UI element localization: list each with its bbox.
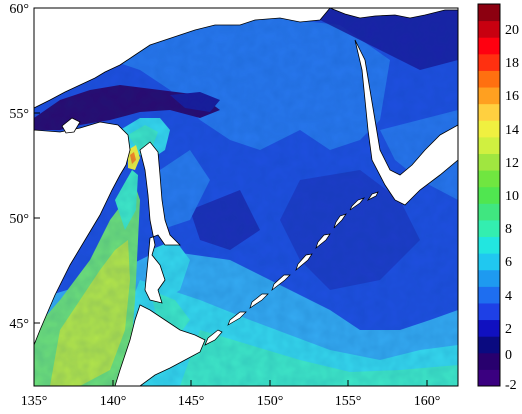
- land-mainland-west: [34, 121, 131, 346]
- colorbar-label-18: 18: [505, 56, 519, 71]
- colorbar-label-14: 14: [505, 123, 519, 138]
- colorbar-label-10: 10: [505, 189, 519, 204]
- colorbar-swatch: [478, 103, 500, 121]
- colorbar-label-0: 0: [505, 348, 512, 363]
- land-magadan: [329, 8, 458, 19]
- colorbar: 20 18 16 14 12 10 8 6 4 2 0 -2: [477, 3, 519, 393]
- colorbar-swatch: [478, 136, 500, 154]
- colorbar-swatch: [478, 120, 500, 138]
- colorbar-swatch: [478, 53, 500, 71]
- colorbar-label-12: 12: [505, 156, 519, 171]
- colorbar-border: [477, 3, 501, 387]
- lon-label-135: 135°: [21, 394, 48, 409]
- land-shantar-islands: [61, 117, 81, 134]
- lon-label-155: 155°: [335, 394, 362, 409]
- colorbar-swatch: [478, 319, 500, 337]
- colorbar-swatch: [478, 186, 500, 204]
- colorbar-swatch: [478, 203, 500, 221]
- colorbar-swatch: [478, 336, 500, 354]
- lat-axis: 60° 55° 50° 45°: [9, 2, 40, 332]
- lon-label-140: 140°: [100, 394, 127, 409]
- colorbar-label-8: 8: [505, 222, 512, 237]
- land-sakhalin: [139, 141, 181, 304]
- lat-label-50: 50°: [9, 212, 29, 227]
- colorbar-swatch: [478, 153, 500, 171]
- colorbar-label-neg2: -2: [505, 378, 517, 393]
- land-north-coast: [34, 8, 331, 109]
- colorbar-swatch: [478, 4, 500, 22]
- colorbar-swatch: [478, 302, 500, 321]
- lat-label-45: 45°: [9, 317, 29, 332]
- lon-label-150: 150°: [257, 394, 284, 409]
- lon-label-145: 145°: [178, 394, 205, 409]
- colorbar-swatch: [478, 253, 500, 271]
- colorbar-label-4: 4: [505, 289, 512, 304]
- colorbar-label-16: 16: [505, 89, 519, 104]
- land-kamchatka: [354, 39, 458, 206]
- map-border: [33, 7, 459, 387]
- lat-label-60: 60°: [9, 2, 29, 17]
- colorbar-label-6: 6: [505, 255, 512, 270]
- colorbar-swatches: [478, 4, 500, 387]
- land-kuril-islands: [204, 191, 379, 346]
- colorbar-swatch: [478, 269, 500, 287]
- colorbar-swatch: [478, 219, 500, 238]
- colorbar-label-2: 2: [505, 322, 512, 337]
- land-hokkaido: [114, 304, 206, 386]
- colorbar-label-20: 20: [505, 23, 519, 38]
- colorbar-swatch: [478, 369, 500, 387]
- lon-axis: 135° 140° 145° 150° 155° 160°: [21, 380, 441, 409]
- colorbar-swatch: [478, 352, 500, 370]
- lon-label-160: 160°: [414, 394, 441, 409]
- colorbar-swatch: [478, 37, 500, 55]
- colorbar-swatch: [478, 170, 500, 188]
- colorbar-swatch: [478, 87, 500, 105]
- colorbar-swatch: [478, 70, 500, 88]
- colorbar-swatch: [478, 20, 500, 38]
- lat-label-55: 55°: [9, 107, 29, 122]
- map-plot-area: [34, 8, 458, 386]
- colorbar-swatch: [478, 286, 500, 304]
- colorbar-swatch: [478, 236, 500, 254]
